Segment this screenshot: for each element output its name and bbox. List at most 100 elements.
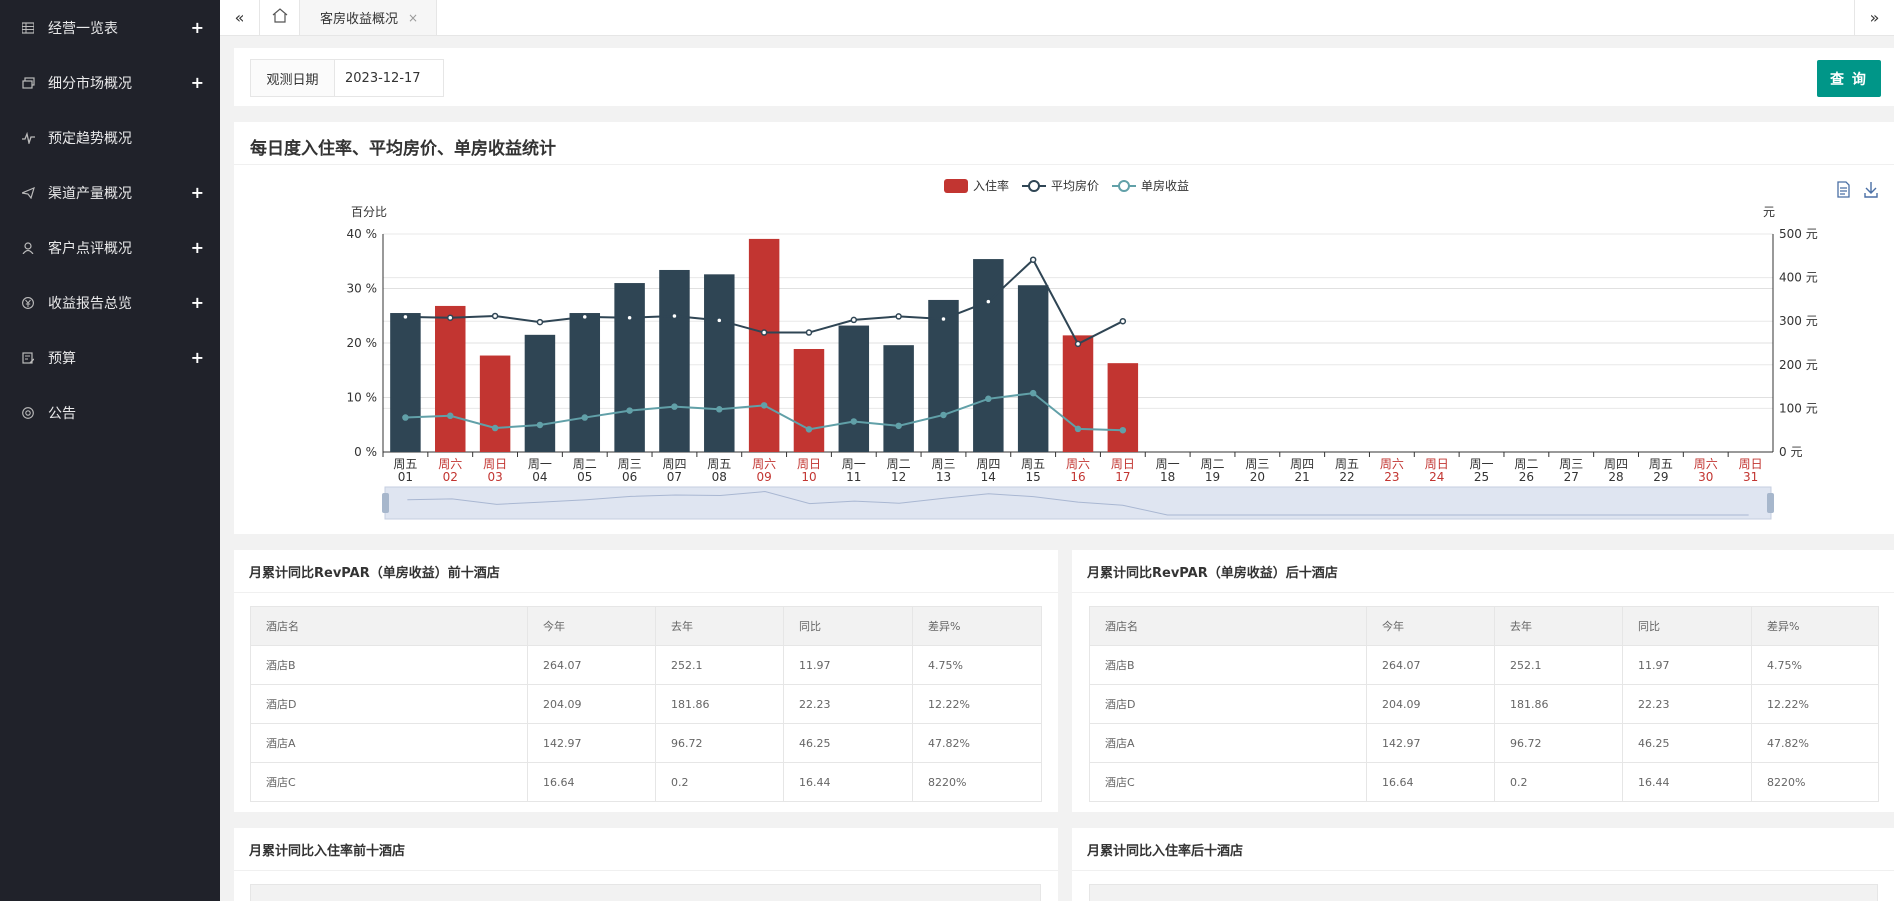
table-cell: 46.25 <box>1622 723 1752 763</box>
x-tick-label: 周六 <box>1380 457 1404 471</box>
sidebar-item-customer-reviews[interactable]: 客户点评概况 + <box>0 220 220 275</box>
series-point <box>1029 389 1037 397</box>
close-icon[interactable]: × <box>408 10 419 25</box>
x-tick-label: 14 <box>981 470 996 484</box>
x-tick-label: 周六 <box>1066 457 1090 471</box>
x-tick-label: 04 <box>532 470 547 484</box>
x-tick-label: 11 <box>846 470 861 484</box>
scroll-tabs-left-button[interactable]: « <box>220 0 260 35</box>
series-point <box>491 312 499 320</box>
table-cell: 酒店D <box>1089 684 1367 724</box>
series-point <box>626 314 633 321</box>
x-tick-label: 02 <box>443 470 458 484</box>
combo-chart[interactable]: 0 % 10 % 20 % 30 % 40 % 0 元 100 元 200 元 300 元 400… <box>234 122 1894 534</box>
sidebar-item-revenue-report[interactable]: 收益报告总览 + <box>0 275 220 330</box>
expand-plus-icon[interactable]: + <box>190 293 204 312</box>
table-row: 酒店D 204.09 181.86 22.23 12.22% <box>250 684 1042 724</box>
sidebar-item-label: 预定趋势概况 <box>48 130 132 147</box>
x-tick-label: 周四 <box>1290 457 1314 471</box>
query-button[interactable]: 查 询 <box>1817 60 1881 97</box>
x-tick-label: 05 <box>577 470 592 484</box>
table-cell: 4.75% <box>912 645 1042 685</box>
y-left-tick-label: 40 % <box>347 227 378 241</box>
series-point <box>491 424 499 432</box>
series-point <box>805 426 813 433</box>
x-tick-label: 12 <box>891 470 906 484</box>
expand-plus-icon[interactable]: + <box>190 348 204 367</box>
table-cell: 酒店B <box>1089 645 1367 685</box>
series-point <box>985 395 992 403</box>
data-zoom-slider <box>384 486 1772 520</box>
table-cell: 0.2 <box>655 762 784 802</box>
x-tick-label: 周二 <box>1514 457 1538 471</box>
table-cell: 46.25 <box>783 723 913 763</box>
table-cell: 181.86 <box>1494 684 1623 724</box>
x-tick-label: 周四 <box>976 457 1000 471</box>
sidebar-item-booking-trend[interactable]: 预定趋势概况 <box>0 110 220 165</box>
sidebar-item-channel-output[interactable]: 渠道产量概况 + <box>0 165 220 220</box>
occupancy-bar <box>928 299 959 452</box>
occupancy-bar <box>479 355 511 452</box>
sidebar-item-announcements[interactable]: 公告 <box>0 385 220 440</box>
series-point <box>1119 426 1127 434</box>
x-tick-label: 21 <box>1295 470 1310 484</box>
x-tick-label: 01 <box>398 470 413 484</box>
series-point <box>402 414 409 421</box>
table-cell: 8220% <box>1751 762 1879 802</box>
y-left-axis-label: 百分比 <box>351 205 387 219</box>
legend-swatch <box>1028 180 1040 192</box>
data-view-icon[interactable] <box>1837 181 1850 198</box>
divider <box>1072 870 1894 871</box>
table-cell: 47.82% <box>1751 723 1879 763</box>
sidebar-item-market-segment[interactable]: 细分市场概况 + <box>0 55 220 110</box>
occupancy-bar <box>1062 335 1094 452</box>
query-panel: 观测日期 查 询 <box>234 48 1894 106</box>
table-row: 酒店A 142.97 96.72 46.25 47.82% <box>1089 723 1879 763</box>
table-cell: 11.97 <box>1622 645 1752 685</box>
revpar-top-table: 酒店名 今年 去年 同比 差异% 酒店B 264.07 252.1 11.97 … <box>250 606 1042 802</box>
column-header: 同比 <box>1622 606 1752 646</box>
x-tick-label: 24 <box>1429 470 1444 484</box>
x-tick-label: 20 <box>1250 470 1265 484</box>
sidebar-item-business-overview[interactable]: 经营一览表 + <box>0 0 220 55</box>
table-row: 酒店C 16.64 0.2 16.44 8220% <box>1089 762 1879 802</box>
table-cell: 204.09 <box>527 684 656 724</box>
occupancy-bar <box>614 283 645 452</box>
x-tick-label: 周三 <box>1245 457 1269 471</box>
expand-plus-icon[interactable]: + <box>190 18 204 37</box>
sidebar-item-label: 收益报告总览 <box>48 295 132 312</box>
series-point <box>895 422 902 430</box>
y-right-tick-label: 500 元 <box>1779 227 1818 241</box>
table-header-stub <box>1089 884 1878 901</box>
x-tick-label: 周二 <box>887 457 911 471</box>
x-tick-label: 周五 <box>1335 457 1359 471</box>
series-point <box>447 412 454 420</box>
x-tick-label: 周日 <box>1739 457 1763 471</box>
occupancy-bar <box>973 259 1004 452</box>
x-tick-label: 23 <box>1384 470 1399 484</box>
expand-plus-icon[interactable]: + <box>190 238 204 257</box>
table-row: 酒店A 142.97 96.72 46.25 47.82% <box>250 723 1042 763</box>
x-tick-label: 26 <box>1519 470 1534 484</box>
sidebar-item-budget[interactable]: 预算 + <box>0 330 220 385</box>
table-cell: 264.07 <box>1366 645 1495 685</box>
download-icon[interactable] <box>1864 182 1878 198</box>
series-point <box>581 414 589 421</box>
series-point <box>1119 317 1127 325</box>
data-zoom-handle-right[interactable] <box>1767 493 1774 513</box>
y-right-tick-label: 0 元 <box>1779 445 1802 459</box>
series-point <box>671 312 678 320</box>
date-input[interactable] <box>335 60 443 96</box>
table-row: 酒店B 264.07 252.1 11.97 4.75% <box>250 645 1042 685</box>
sidebar-item-label: 细分市场概况 <box>48 75 132 92</box>
expand-plus-icon[interactable]: + <box>190 73 204 92</box>
data-zoom-handle-left[interactable] <box>382 493 389 513</box>
scroll-tabs-right-button[interactable]: » <box>1854 0 1894 35</box>
home-tab-button[interactable] <box>260 0 300 35</box>
table-cell: 16.64 <box>1366 762 1495 802</box>
y-right-tick-label: 100 元 <box>1779 401 1818 415</box>
table-cell: 252.1 <box>655 645 784 685</box>
expand-plus-icon[interactable]: + <box>190 183 204 202</box>
tab-room-revenue[interactable]: 客房收益概况 × <box>300 0 437 35</box>
x-tick-label: 08 <box>712 470 727 484</box>
